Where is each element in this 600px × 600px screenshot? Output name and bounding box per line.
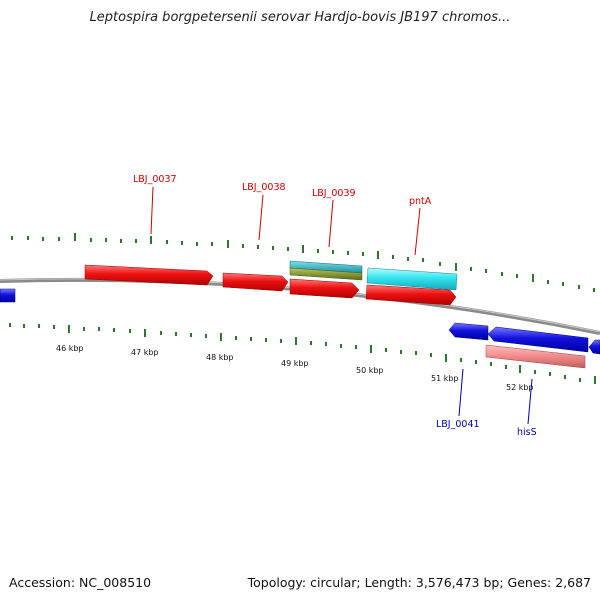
cds-arrow-lbj-0038[interactable]	[222, 272, 289, 292]
cds-arrow-pnta[interactable]	[365, 284, 457, 306]
accession-text: Accession: NC_008510	[9, 575, 152, 590]
gene-label-lbj-0039[interactable]: LBJ_0039	[312, 188, 356, 199]
scale-tick-label: 47 kbp	[131, 348, 159, 357]
map-title: Leptospira borgpetersenii serovar Hardjo…	[89, 10, 511, 25]
cds-arrow-hiss[interactable]	[487, 326, 589, 353]
genome-summary-text: Topology: circular; Length: 3,576,473 bp…	[247, 575, 591, 590]
scale-tick-label: 48 kbp	[206, 353, 234, 362]
gene-label-lbj-0041[interactable]: LBJ_0041	[436, 419, 480, 430]
gene-label-pnta[interactable]: pntA	[409, 196, 432, 207]
cds-arrow-right-edge[interactable]	[588, 339, 600, 355]
scale-tick-label: 49 kbp	[281, 359, 309, 368]
cds-arrow-left-edge[interactable]	[0, 288, 16, 303]
gene-label-lbj-0038[interactable]: LBJ_0038	[242, 182, 286, 193]
feature-pink-hiss[interactable]	[485, 344, 586, 369]
scale-tick-label: 52 kbp	[506, 383, 534, 392]
cds-arrow-lbj-0039[interactable]	[289, 278, 360, 299]
feature-olive-lbj-0039[interactable]	[289, 267, 363, 281]
gene-label-hiss[interactable]: hisS	[517, 427, 537, 438]
cds-arrow-lbj-0037[interactable]	[84, 264, 214, 286]
blue-label-leaders	[458, 368, 533, 425]
red-label-leaders	[150, 186, 421, 256]
scale-tick-label: 46 kbp	[56, 344, 84, 353]
upper-tick-ring	[11, 233, 595, 292]
cds-arrow-lbj-0041[interactable]	[448, 322, 489, 341]
gene-label-lbj-0037[interactable]: LBJ_0037	[133, 174, 177, 185]
lower-tick-ring	[9, 323, 596, 384]
feature-cyan-pnta[interactable]	[366, 267, 458, 291]
scale-tick-label: 51 kbp	[431, 374, 459, 383]
scale-tick-label: 50 kbp	[356, 366, 384, 375]
